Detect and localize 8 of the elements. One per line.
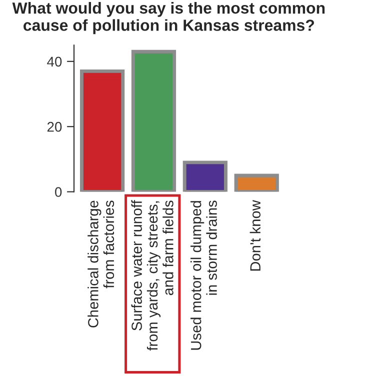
- y-tick-label: 40: [47, 56, 62, 67]
- x-tick-label: Surface water runoff from yards, city streets, and farm fields: [131, 200, 174, 351]
- x-tick-label: Don't know: [250, 200, 261, 271]
- chart-title: What would you say is the most common cause of pollution in Kansas streams?: [12, 2, 325, 34]
- y-tick-label: 20: [47, 122, 62, 132]
- x-tick-label: Used motor oil dumped in storm drains: [190, 200, 217, 350]
- y-tick-label: 0: [55, 187, 62, 197]
- x-tick-label: Chemical discharge from factories: [88, 200, 114, 328]
